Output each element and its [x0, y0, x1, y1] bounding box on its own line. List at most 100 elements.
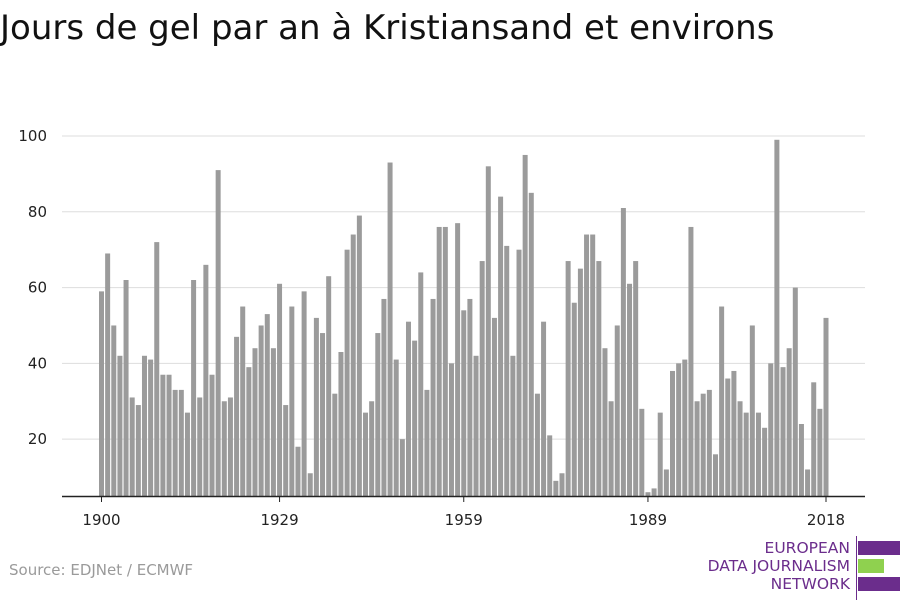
- bar-1992: [663, 469, 669, 496]
- bar-2000: [712, 454, 718, 496]
- bar-1910: [160, 374, 166, 496]
- bar-1958: [455, 223, 461, 496]
- bar-1999: [706, 389, 712, 496]
- bar-1963: [485, 166, 491, 496]
- bar-1928: [270, 348, 276, 496]
- bar-1900: [99, 291, 104, 496]
- logo-bar-bottom: [858, 577, 900, 591]
- bar-1968: [516, 249, 522, 496]
- bar-1937: [326, 276, 332, 496]
- bar-1948: [393, 359, 399, 496]
- bar-1931: [289, 306, 295, 496]
- bar-1923: [240, 306, 246, 496]
- bar-1932: [295, 446, 301, 496]
- bar-1936: [320, 333, 326, 496]
- bar-1978: [577, 268, 583, 496]
- bar-1965: [498, 196, 504, 496]
- bar-1916: [197, 397, 203, 496]
- bar-1996: [688, 226, 694, 496]
- bar-1969: [522, 154, 528, 496]
- bar-2009: [768, 363, 774, 496]
- bar-1994: [676, 363, 682, 496]
- bar-1971: [534, 393, 540, 496]
- bar-1987: [633, 261, 639, 496]
- bar-2006: [749, 325, 755, 496]
- bar-1950: [405, 321, 411, 496]
- bar-1906: [135, 405, 141, 496]
- logo-bar-top: [858, 541, 900, 555]
- x-tick-label: 2018: [807, 511, 845, 529]
- bar-1979: [584, 234, 590, 497]
- bar-1983: [608, 401, 614, 496]
- bar-2004: [737, 401, 743, 496]
- y-tick-label: 60: [28, 279, 47, 297]
- x-tick-label: 1900: [82, 511, 120, 529]
- bar-1997: [694, 401, 700, 496]
- bar-1974: [553, 480, 559, 496]
- y-tick-label: 80: [28, 203, 47, 221]
- bar-2012: [786, 348, 792, 496]
- bar-2002: [725, 378, 731, 496]
- bar-1902: [111, 325, 117, 496]
- bar-1915: [191, 280, 197, 496]
- bar-chart: 20 40 60 80 100 1900 1929 1959 1989 2018: [18, 127, 865, 529]
- bar-1917: [203, 264, 209, 496]
- bar-1945: [375, 333, 381, 496]
- bar-1924: [246, 367, 252, 496]
- bar-1938: [332, 393, 338, 496]
- bar-2017: [817, 408, 823, 496]
- bar-1908: [148, 359, 154, 496]
- bar-1912: [172, 389, 178, 496]
- logo-line-3: NETWORK: [770, 575, 850, 593]
- bar-2018: [823, 317, 829, 496]
- bar-1993: [670, 370, 676, 496]
- bar-1998: [700, 393, 706, 496]
- bar-1918: [209, 374, 215, 496]
- logo-line-1: EUROPEAN: [764, 539, 850, 557]
- bar-1985: [620, 208, 626, 496]
- logo-bar-middle: [858, 559, 884, 573]
- bar-1935: [313, 317, 319, 496]
- bar-1957: [448, 363, 454, 496]
- bar-2005: [743, 412, 749, 496]
- y-tick-label: 100: [18, 127, 47, 145]
- bar-1909: [154, 242, 160, 496]
- axes: 20 40 60 80 100 1900 1929 1959 1989 2018: [18, 127, 865, 529]
- bar-1914: [184, 412, 190, 496]
- bar-1903: [117, 355, 123, 496]
- bar-2013: [792, 287, 798, 496]
- bar-1933: [301, 291, 307, 496]
- bar-1946: [381, 298, 387, 496]
- bar-1955: [436, 226, 442, 496]
- bar-1988: [639, 408, 645, 496]
- edjnet-logo: EUROPEAN DATA JOURNALISM NETWORK: [700, 536, 900, 600]
- bar-1940: [344, 249, 350, 496]
- chart-title: Jours de gel par an à Kristiansand et en…: [0, 8, 775, 48]
- bar-2015: [805, 469, 811, 496]
- bar-2010: [774, 139, 780, 496]
- bar-1959: [461, 310, 467, 496]
- bar-2001: [719, 306, 725, 496]
- bar-1961: [473, 355, 479, 496]
- bar-1942: [356, 215, 362, 496]
- bar-1953: [424, 389, 430, 496]
- bar-1951: [412, 340, 418, 496]
- bars: [99, 139, 829, 497]
- bar-1905: [129, 397, 135, 496]
- bar-1972: [541, 321, 547, 496]
- bar-1954: [430, 298, 436, 496]
- bar-1967: [510, 355, 516, 496]
- x-tick-label: 1989: [629, 511, 667, 529]
- bar-1995: [682, 359, 688, 496]
- bar-1939: [338, 352, 344, 496]
- logo-line-2: DATA JOURNALISM: [707, 557, 850, 575]
- bar-1930: [283, 405, 289, 496]
- bar-1922: [234, 336, 240, 496]
- bar-1929: [277, 283, 283, 496]
- bar-1956: [442, 226, 448, 496]
- bar-1989: [645, 492, 651, 496]
- bar-1901: [105, 253, 111, 496]
- bar-1926: [258, 325, 264, 496]
- logo-divider: [856, 536, 857, 600]
- bar-1925: [252, 348, 258, 496]
